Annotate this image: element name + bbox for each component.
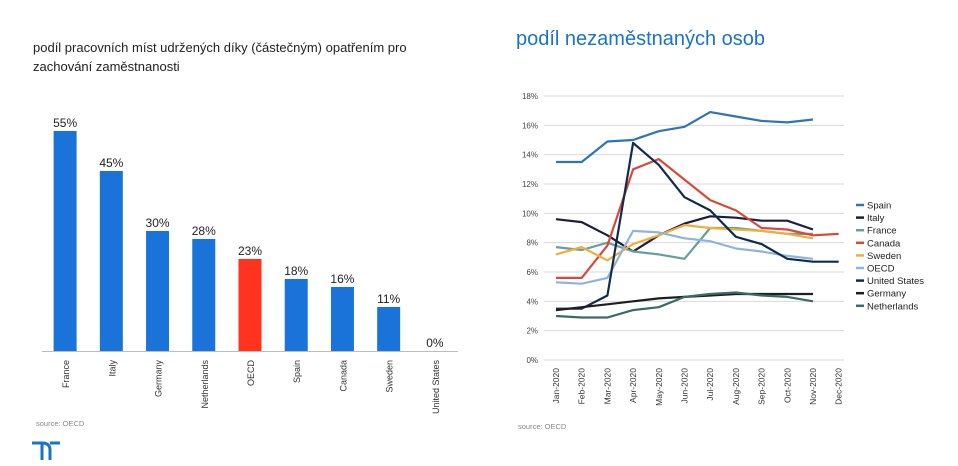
series-line-italy xyxy=(555,215,814,253)
legend-label: Spain xyxy=(867,201,891,212)
y-tick-label: 6% xyxy=(526,268,538,277)
bar-value-label: 55% xyxy=(53,116,77,130)
x-tick-label: Aug-2020 xyxy=(731,368,741,405)
bar-category-label: Italy xyxy=(107,360,117,377)
bar-spain xyxy=(284,279,308,351)
left-chart-title: podíl pracovních míst udržených díky (čá… xyxy=(33,40,407,74)
series-line-canada xyxy=(556,158,839,279)
right-source-note: source: OECD xyxy=(518,422,567,431)
y-tick-label: 0% xyxy=(526,356,538,365)
x-tick-label: Apr-2020 xyxy=(628,368,638,403)
legend-label: Italy xyxy=(867,213,885,224)
x-tick-label: Jul-2020 xyxy=(705,368,715,401)
line-chart: 0% 2% 4% 6% 8% 10% 12% 14% 16% 18% Jan-2020 Feb-202… xyxy=(522,92,924,406)
bar-canada xyxy=(330,287,354,351)
legend-label: Netherlands xyxy=(867,301,918,312)
bar-value-label: 45% xyxy=(99,156,123,170)
x-tick-label: Jun-2020 xyxy=(679,368,689,404)
bar-italy xyxy=(99,171,123,351)
bar-sweden xyxy=(377,307,401,351)
y-tick-label: 16% xyxy=(522,121,538,130)
x-tick-label: Dec-2020 xyxy=(834,368,844,405)
y-tick-label: 18% xyxy=(522,92,538,101)
bar-chart: 55% France 45% Italy 30% Germany 28% Netherland… xyxy=(42,116,458,415)
x-tick-label: Sep-2020 xyxy=(757,368,767,405)
series-line-united-states xyxy=(556,141,839,310)
x-tick-label: May-2020 xyxy=(654,368,664,406)
legend-label: Germany xyxy=(867,289,906,300)
y-tick-label: 14% xyxy=(522,151,538,160)
series-line-spain xyxy=(556,111,814,164)
legend-label: Canada xyxy=(867,238,901,249)
bar-netherlands xyxy=(192,239,216,351)
bar-category-label: Netherlands xyxy=(200,360,210,409)
x-tick-label: Mar-2020 xyxy=(602,368,612,405)
bar-value-label: 11% xyxy=(377,292,400,306)
bar-value-label: 16% xyxy=(330,272,354,286)
y-tick-label: 2% xyxy=(526,327,538,336)
legend-label: Sweden xyxy=(867,251,901,262)
y-tick-label: 4% xyxy=(526,297,538,306)
bar-value-label: 28% xyxy=(192,224,216,238)
series-line-netherlands xyxy=(555,291,814,319)
bar-category-label: United States xyxy=(431,360,441,415)
x-tick-label: Nov-2020 xyxy=(808,368,818,405)
bar-germany xyxy=(146,231,170,351)
series-line-sweden xyxy=(555,224,814,262)
bar-category-label: OECD xyxy=(246,360,256,387)
legend-label: OECD xyxy=(867,264,895,275)
bar-category-label: Spain xyxy=(292,360,302,383)
x-tick-label: Jan-2020 xyxy=(551,368,561,404)
y-tick-label: 8% xyxy=(526,239,538,248)
bar-category-label: Sweden xyxy=(385,360,395,393)
bar-oecd xyxy=(238,259,262,351)
legend-label: France xyxy=(867,226,897,237)
series-line-oecd xyxy=(555,229,814,285)
y-tick-label: 10% xyxy=(522,209,538,218)
bar-value-label: 0% xyxy=(426,336,444,350)
right-chart-title: podíl nezaměstnaných osob xyxy=(516,28,766,50)
left-source-note: source: OECD xyxy=(36,419,85,428)
bar-category-label: Canada xyxy=(338,360,348,392)
y-tick-label: 12% xyxy=(522,180,538,189)
bar-value-label: 23% xyxy=(238,244,262,258)
x-tick-label: Feb-2020 xyxy=(577,368,587,405)
bar-value-label: 18% xyxy=(284,264,308,278)
legend-label: United States xyxy=(867,276,924,287)
x-tick-label: Oct-2020 xyxy=(782,368,792,403)
brand-logo-icon xyxy=(32,441,60,460)
bar-value-label: 30% xyxy=(146,216,170,230)
bar-category-label: France xyxy=(61,360,71,388)
bar-france xyxy=(53,131,77,351)
bar-category-label: Germany xyxy=(154,360,164,398)
